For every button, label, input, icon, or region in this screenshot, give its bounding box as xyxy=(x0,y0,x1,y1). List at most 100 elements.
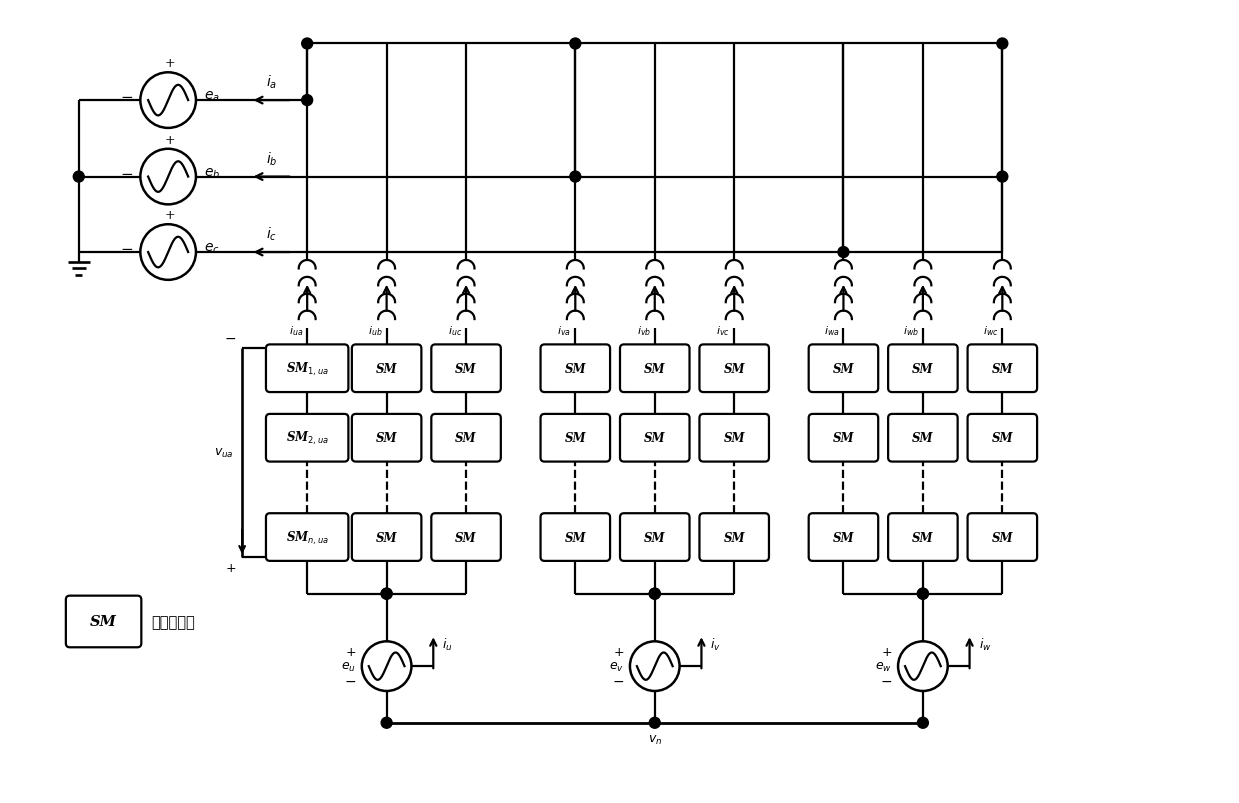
Text: $e_u$: $e_u$ xyxy=(341,660,356,673)
Text: SM: SM xyxy=(644,531,665,544)
Text: ：全桥模块: ：全桥模块 xyxy=(151,614,195,630)
FancyBboxPatch shape xyxy=(66,596,141,647)
Text: $e_b$: $e_b$ xyxy=(204,166,221,181)
Text: SM: SM xyxy=(991,432,1014,445)
Text: SM: SM xyxy=(724,531,745,544)
Text: SM$_{n,ua}$: SM$_{n,ua}$ xyxy=(286,528,328,546)
Text: SM: SM xyxy=(912,531,934,544)
Text: −: − xyxy=(612,675,624,688)
Text: $i_b$: $i_b$ xyxy=(265,150,278,167)
Circle shape xyxy=(917,589,928,599)
FancyBboxPatch shape xyxy=(700,514,769,561)
Text: $i_{vb}$: $i_{vb}$ xyxy=(637,324,650,338)
Text: $i_{vc}$: $i_{vc}$ xyxy=(716,324,730,338)
Circle shape xyxy=(997,172,1007,183)
Circle shape xyxy=(649,589,660,599)
Circle shape xyxy=(838,247,849,259)
Text: +: + xyxy=(165,57,175,70)
Text: SM: SM xyxy=(375,432,398,445)
Text: SM: SM xyxy=(455,432,477,445)
Text: −: − xyxy=(120,167,134,181)
Text: +: + xyxy=(881,645,892,658)
FancyBboxPatch shape xyxy=(968,345,1037,393)
Text: $e_c$: $e_c$ xyxy=(204,242,219,256)
Text: $i_w$: $i_w$ xyxy=(979,637,991,653)
Text: −: − xyxy=(344,675,356,688)
Text: −: − xyxy=(224,331,237,345)
Text: SM: SM xyxy=(724,432,745,445)
Text: $v_{ua}$: $v_{ua}$ xyxy=(214,446,234,459)
Text: SM: SM xyxy=(833,531,854,544)
Text: $i_{wb}$: $i_{wb}$ xyxy=(903,324,919,338)
Circle shape xyxy=(382,717,392,728)
FancyBboxPatch shape xyxy=(968,414,1037,462)
Text: $i_v$: $i_v$ xyxy=(710,637,721,653)
Circle shape xyxy=(382,589,392,599)
Text: SM: SM xyxy=(833,362,854,375)
Text: $i_{uc}$: $i_{uc}$ xyxy=(449,324,462,338)
FancyBboxPatch shape xyxy=(700,414,769,462)
Text: SM: SM xyxy=(644,362,665,375)
Text: SM: SM xyxy=(724,362,745,375)
Circle shape xyxy=(382,589,392,599)
Circle shape xyxy=(73,172,84,183)
Circle shape xyxy=(997,39,1007,50)
FancyBboxPatch shape xyxy=(888,514,958,561)
Circle shape xyxy=(649,717,660,728)
Text: $e_a$: $e_a$ xyxy=(204,90,219,104)
Text: SM: SM xyxy=(565,531,586,544)
Text: $i_{wc}$: $i_{wc}$ xyxy=(983,324,999,338)
FancyBboxPatch shape xyxy=(352,514,421,561)
Text: −: − xyxy=(881,675,892,688)
Circle shape xyxy=(917,589,928,599)
Circle shape xyxy=(649,589,660,599)
Circle shape xyxy=(302,96,312,107)
Text: $i_c$: $i_c$ xyxy=(266,226,278,243)
Text: $i_{wa}$: $i_{wa}$ xyxy=(824,324,840,338)
FancyBboxPatch shape xyxy=(620,414,690,462)
FancyBboxPatch shape xyxy=(431,345,501,393)
FancyBboxPatch shape xyxy=(431,514,501,561)
Circle shape xyxy=(570,39,581,50)
Text: +: + xyxy=(346,645,356,658)
Text: $i_a$: $i_a$ xyxy=(266,74,278,91)
Circle shape xyxy=(917,717,928,728)
FancyBboxPatch shape xyxy=(888,414,958,462)
Text: $e_v$: $e_v$ xyxy=(610,660,624,673)
FancyBboxPatch shape xyxy=(431,414,501,462)
Text: SM: SM xyxy=(912,362,934,375)
Text: +: + xyxy=(613,645,624,658)
Text: +: + xyxy=(225,561,237,574)
Text: SM: SM xyxy=(991,362,1014,375)
Text: $e_w$: $e_w$ xyxy=(875,660,892,673)
Text: $i_{ua}$: $i_{ua}$ xyxy=(289,324,304,338)
FancyBboxPatch shape xyxy=(352,414,421,462)
Text: SM: SM xyxy=(912,432,934,445)
Text: SM: SM xyxy=(455,531,477,544)
FancyBboxPatch shape xyxy=(540,514,610,561)
Text: SM: SM xyxy=(991,531,1014,544)
Text: SM: SM xyxy=(455,362,477,375)
Text: +: + xyxy=(165,133,175,147)
Circle shape xyxy=(570,172,581,183)
Text: $i_u$: $i_u$ xyxy=(442,637,453,653)
Text: $v_n$: $v_n$ xyxy=(648,733,662,746)
FancyBboxPatch shape xyxy=(266,514,348,561)
Text: SM: SM xyxy=(375,362,398,375)
FancyBboxPatch shape xyxy=(620,514,690,561)
Text: SM: SM xyxy=(375,531,398,544)
FancyBboxPatch shape xyxy=(352,345,421,393)
Text: +: + xyxy=(165,209,175,222)
FancyBboxPatch shape xyxy=(809,414,878,462)
Text: SM$_{1,ua}$: SM$_{1,ua}$ xyxy=(286,360,328,377)
FancyBboxPatch shape xyxy=(888,345,958,393)
Text: SM: SM xyxy=(90,615,116,629)
FancyBboxPatch shape xyxy=(266,414,348,462)
Text: SM: SM xyxy=(565,432,586,445)
Text: SM: SM xyxy=(644,432,665,445)
Text: $i_{ub}$: $i_{ub}$ xyxy=(368,324,383,338)
FancyBboxPatch shape xyxy=(266,345,348,393)
Text: −: − xyxy=(120,91,134,105)
Text: SM: SM xyxy=(565,362,586,375)
FancyBboxPatch shape xyxy=(700,345,769,393)
